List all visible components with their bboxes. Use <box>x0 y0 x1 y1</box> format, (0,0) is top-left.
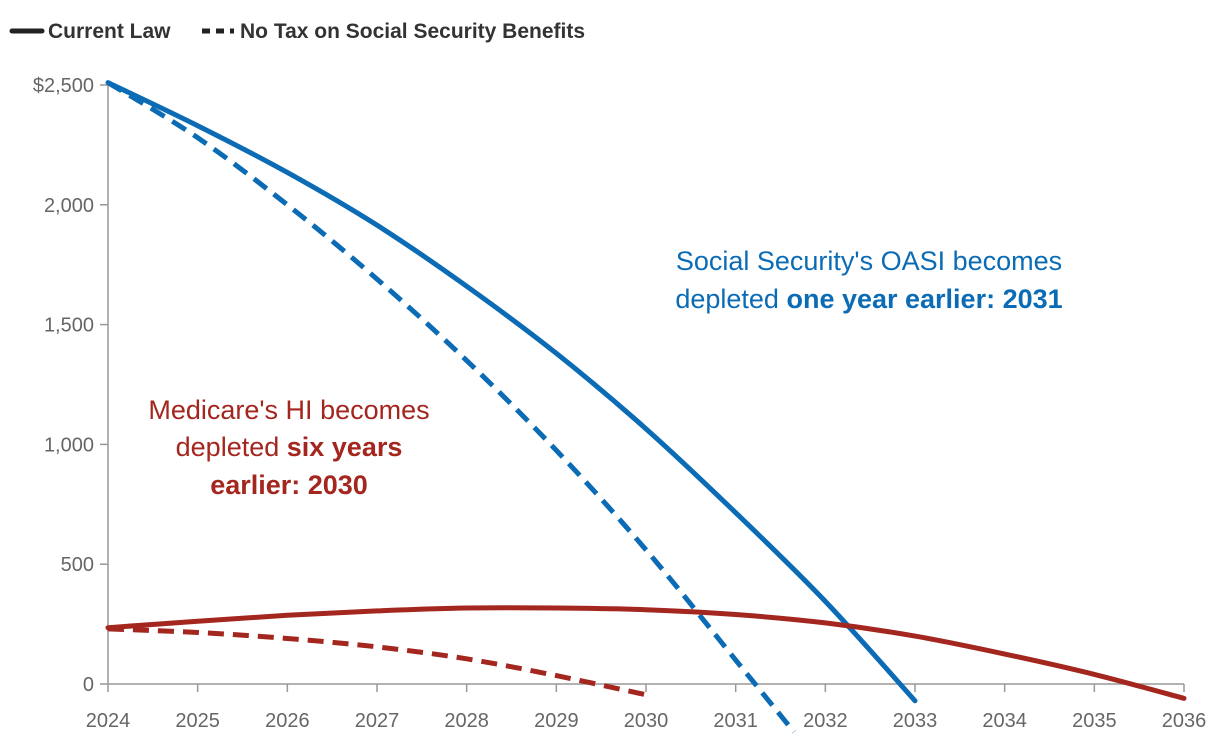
axes <box>107 82 1184 685</box>
x-tick-label: 2027 <box>355 710 400 732</box>
hi-annotation: Medicare's HI becomes depleted six years… <box>148 395 429 500</box>
oasi-annotation-line1: Social Security's OASI becomes <box>676 246 1062 276</box>
legend-label-current-law: Current Law <box>48 20 171 43</box>
x-tick-label: 2036 <box>1162 710 1207 732</box>
x-tick-label: 2024 <box>86 710 131 732</box>
hi-current-law-line <box>105 605 1187 701</box>
x-tick-label: 2025 <box>175 710 220 732</box>
legend: Current Law No Tax on Social Security Be… <box>9 20 585 43</box>
x-tick-label: 2032 <box>803 710 848 732</box>
oasi-annotation-normal: depleted <box>675 284 786 314</box>
y-tick-label: $2,500 <box>33 75 94 97</box>
x-tick-label: 2026 <box>265 710 310 732</box>
legend-label-no-tax: No Tax on Social Security Benefits <box>240 20 585 43</box>
y-tick-label: 500 <box>61 554 94 576</box>
x-tick-label: 2031 <box>713 710 758 732</box>
oasi-annotation-line2: depleted one year earlier: 2031 <box>675 284 1062 314</box>
hi-annotation-line1: Medicare's HI becomes <box>148 395 429 425</box>
plot-area <box>105 80 1187 734</box>
hi-no-tax-line <box>107 626 647 698</box>
hi-annotation-line2: depleted six years <box>176 432 403 462</box>
oasi-current-law-line <box>105 80 918 704</box>
x-tick-label: 2034 <box>982 710 1027 732</box>
x-tick-label: 2035 <box>1072 710 1117 732</box>
x-ticks: 2024 2025 2026 2027 2028 2029 2030 2031 2032 2033… <box>86 684 1207 732</box>
oasi-annotation-bold: one year earlier: 2031 <box>786 284 1062 314</box>
y-ticks: 0 500 1,000 1,500 2,000 $2,500 <box>33 75 108 696</box>
hi-annotation-line3: earlier: 2030 <box>210 470 368 500</box>
y-tick-label: 1,500 <box>44 315 94 337</box>
oasi-annotation: Social Security's OASI becomes depleted … <box>675 246 1062 314</box>
x-tick-label: 2029 <box>534 710 579 732</box>
x-tick-label: 2030 <box>624 710 669 732</box>
x-tick-label: 2033 <box>893 710 938 732</box>
y-tick-label: 1,000 <box>44 434 94 456</box>
y-tick-label: 2,000 <box>44 195 94 217</box>
y-tick-label: 0 <box>83 674 94 696</box>
oasi-no-tax-line <box>106 80 796 734</box>
hi-annotation-bold: six years <box>287 432 403 462</box>
hi-annotation-normal: depleted <box>176 432 287 462</box>
x-tick-label: 2028 <box>444 710 489 732</box>
